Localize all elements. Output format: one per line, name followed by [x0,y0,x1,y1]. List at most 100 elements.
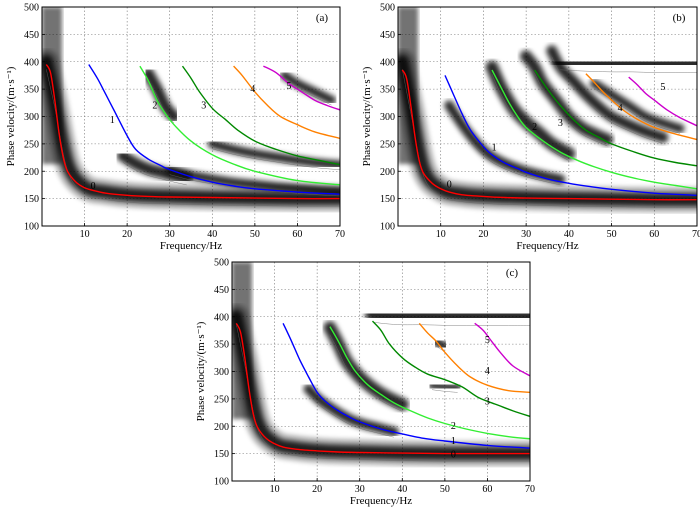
x-tick-label: 10 [270,484,280,495]
y-tick-label: 500 [380,3,395,14]
panel-a: 0 1 2 3 4 5 10 20 30 40 50 60 70 100 150 200 250 300 350 40… [5,3,345,253]
x-tick-label: 30 [521,229,531,240]
y-tick-label: 400 [24,57,39,68]
x-tick-label: 50 [607,229,617,240]
y-axis-label: Phase velocity/(m·s⁻¹) [5,66,17,166]
mode-1-label: 1 [110,115,115,126]
panel-label: (b) [673,12,686,24]
y-tick-label: 300 [24,112,39,123]
panel-label: (a) [316,12,329,24]
energy-band [366,308,530,324]
y-tick-label: 500 [24,3,39,14]
panel-c: 0 1 2 3 4 5 10 20 30 40 50 60 70 100 150 200 250 300 350 40… [195,258,535,508]
energy-contour [491,74,570,161]
energy-contour [525,62,608,147]
y-tick-label: 250 [24,139,39,150]
mode-4-curve [585,73,697,141]
y-tick-label: 150 [24,194,39,205]
x-tick-label: 30 [355,484,365,495]
y-axis-label: Phase velocity/(m·s⁻¹) [195,321,207,421]
mode-5-curve [628,76,697,127]
y-axis-label: Phase velocity/(m·s⁻¹) [361,66,373,166]
energy-contour [308,394,394,438]
mode-5-label: 5 [485,335,490,346]
x-tick-label: 40 [397,484,407,495]
x-tick-label: 30 [165,229,175,240]
y-tick-label: 200 [24,167,39,178]
mode-2-curve [139,65,340,186]
energy-band [166,166,340,194]
y-tick-label: 100 [214,477,229,488]
x-tick-label: 70 [335,229,345,240]
x-tick-label: 40 [207,229,217,240]
panel-b: 0 1 2 3 4 5 10 20 30 40 50 60 70 100 150 200 250 300 350 40… [361,3,700,253]
energy-contour [329,334,403,412]
mode-3-label: 3 [485,396,490,407]
y-tick-label: 300 [214,367,229,378]
x-tick-label: 70 [525,484,535,495]
y-tick-label: 350 [24,85,39,96]
mode-2-label: 2 [451,421,456,432]
x-tick-label: 10 [436,229,446,240]
y-tick-label: 450 [380,30,395,41]
energy-contour [212,148,340,170]
y-tick-label: 300 [380,112,395,123]
mode-0-label: 0 [451,449,456,460]
mode-5-curve [474,322,530,377]
energy-contour [432,389,458,393]
mode-0-curve [45,64,340,200]
energy-band [554,55,697,71]
x-tick-label: 20 [122,229,132,240]
y-tick-label: 200 [214,422,229,433]
mode-0-label: 0 [447,180,452,191]
y-tick-label: 400 [214,312,229,323]
x-tick-label: 60 [482,484,492,495]
energy-contour [372,321,530,326]
panel-label: (c) [506,267,519,279]
energy-contour [449,110,561,186]
mode-2-label: 2 [152,100,157,111]
x-tick-label: 40 [564,229,574,240]
x-tick-label: 60 [292,229,302,240]
mode-2-curve [491,69,697,190]
dispersion-curves [45,64,340,200]
mode-1-curve [444,75,697,196]
energy-band [143,69,179,121]
x-tick-label: 50 [440,484,450,495]
mode-0-label: 0 [91,181,96,192]
y-tick-label: 150 [380,194,395,205]
x-tick-label: 20 [312,484,322,495]
y-tick-label: 250 [380,139,395,150]
x-tick-label: 70 [692,229,700,240]
mode-4-label: 4 [250,84,255,95]
energy-contour [148,80,175,124]
energy-band [281,72,335,104]
y-tick-label: 350 [380,85,395,96]
mode-3-curve [181,65,340,166]
mode-0-curve [401,69,697,201]
mode-1-curve [282,323,530,449]
energy-band [547,46,667,142]
mode-1-label: 1 [451,436,456,447]
mode-5-curve [263,65,340,111]
y-tick-label: 400 [380,57,395,68]
x-tick-label: 20 [478,229,488,240]
dispersion-curves [401,69,697,201]
mode-4-label: 4 [618,103,623,114]
x-tick-label: 60 [649,229,659,240]
mode-4-curve [418,322,530,393]
y-tick-label: 450 [24,30,39,41]
mode-5-label: 5 [286,81,291,92]
y-tick-label: 250 [214,394,229,405]
x-tick-label: 50 [250,229,260,240]
y-tick-label: 500 [214,258,229,269]
mode-3-label: 3 [558,118,563,129]
mode-5-label: 5 [660,82,665,93]
y-tick-label: 150 [214,449,229,460]
mode-3-label: 3 [201,100,206,111]
energy-contour [560,69,697,73]
y-tick-label: 100 [380,222,395,233]
energy-contour [46,69,340,207]
x-axis-label: Frequency/Hz [516,240,578,252]
